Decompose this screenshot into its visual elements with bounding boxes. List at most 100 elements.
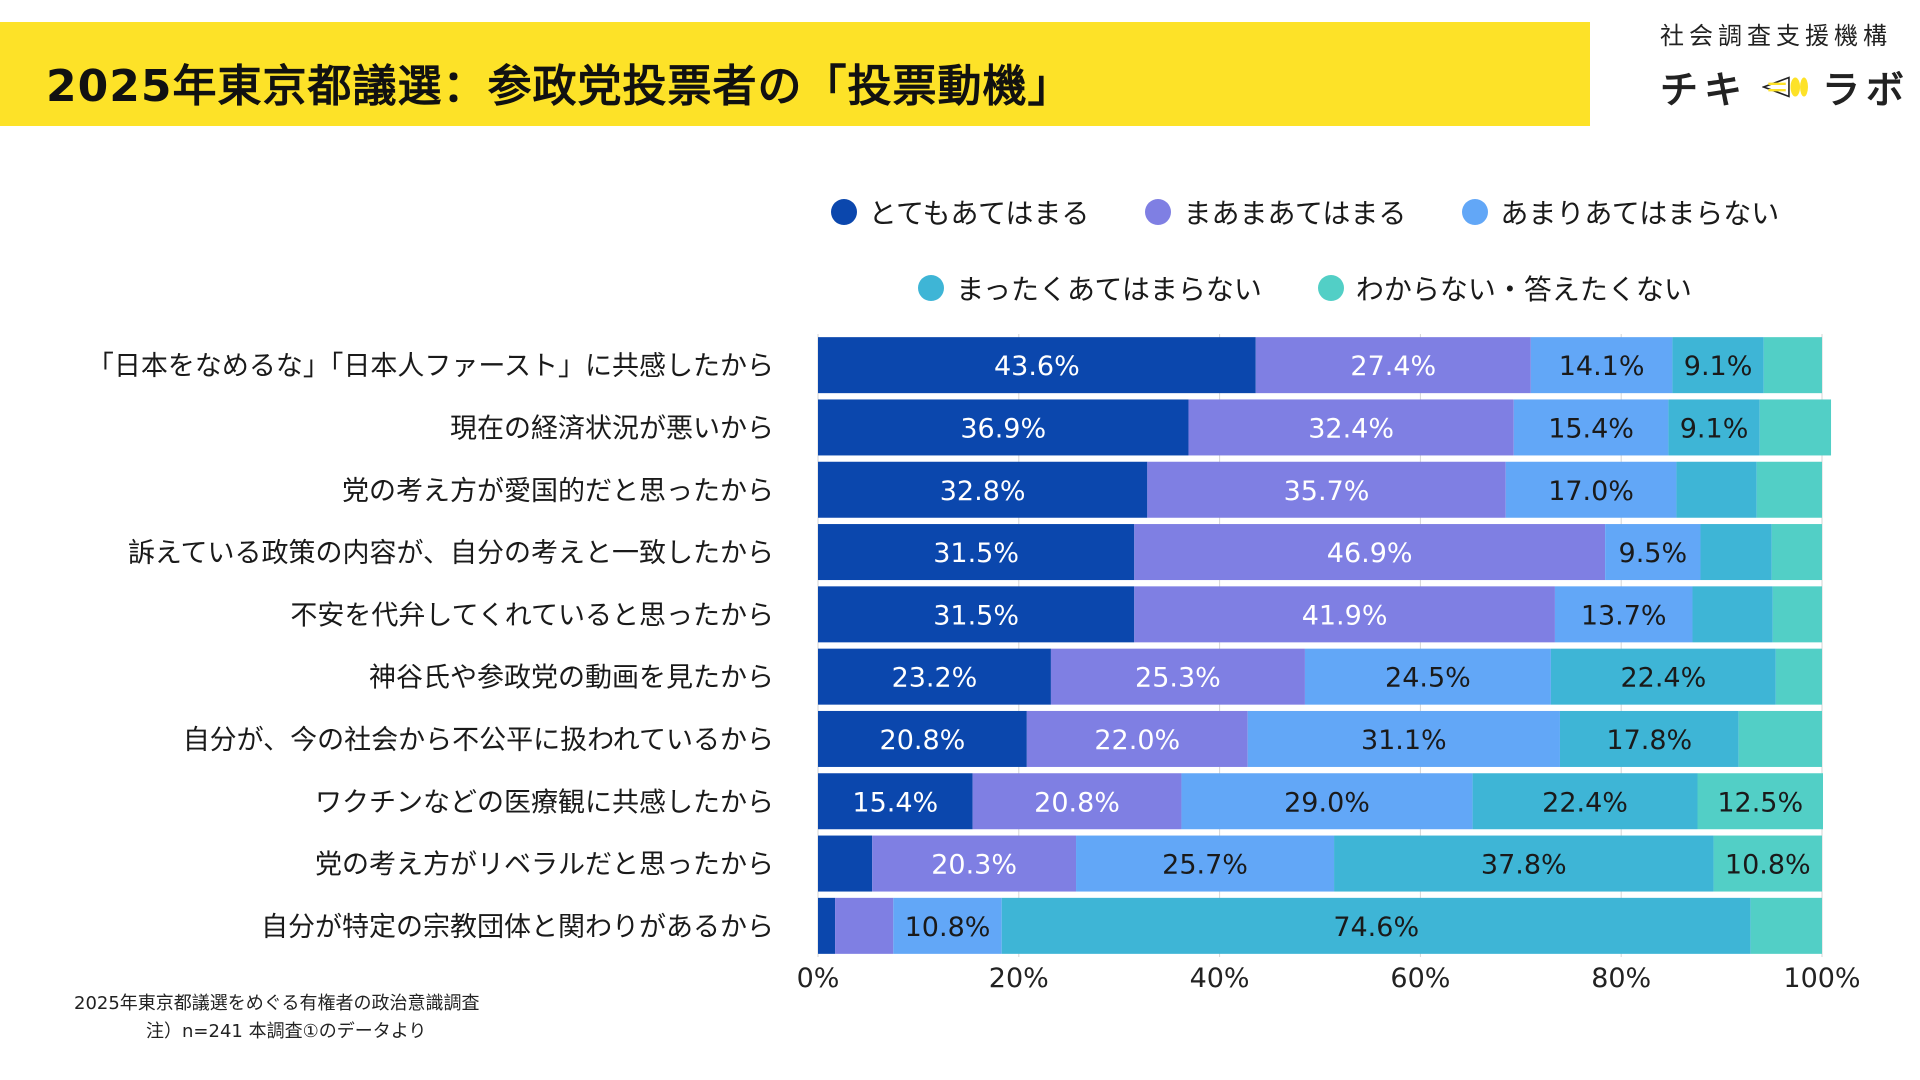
data-label: 24.5% <box>1385 663 1471 694</box>
category-label: 党の考え方が愛国的だと思ったから <box>342 476 774 507</box>
legend-item: まあまあてはまる <box>1145 192 1406 232</box>
data-label: 36.9% <box>960 413 1046 444</box>
bar-segment <box>1554 586 1693 643</box>
legend-label: まったくあてはまらない <box>956 273 1262 306</box>
x-tick-label: 0% <box>797 963 840 994</box>
legend-swatch <box>1145 199 1172 225</box>
x-tick-label: 40% <box>1190 963 1250 994</box>
data-label: 31.5% <box>933 600 1019 631</box>
stacked-bar-chart: 0% 20% 40% 60% 80% 100% 「日本をなめるな」「日本人ファースト」に共感… <box>87 334 1861 994</box>
data-label: 20.3% <box>931 850 1017 881</box>
x-tick-label: 80% <box>1591 963 1651 994</box>
data-label: 43.6% <box>994 351 1080 382</box>
data-label: 74.6% <box>1333 912 1419 943</box>
data-label: 32.4% <box>1308 413 1394 444</box>
title-bar <box>0 22 1590 126</box>
bar-segment <box>818 586 1135 643</box>
category-label: ワクチンなどの医療観に共感したから <box>315 787 774 818</box>
legend-swatch <box>1462 199 1489 225</box>
data-label: 37.8% <box>1481 850 1567 881</box>
bar-segment <box>972 773 1182 830</box>
bar-segment <box>1738 710 1822 767</box>
bar-segment <box>1550 648 1776 705</box>
bar-segment <box>1001 897 1751 954</box>
data-label: 31.1% <box>1361 725 1447 756</box>
data-label: 32.8% <box>940 476 1026 507</box>
bar-segment <box>1505 461 1677 518</box>
bar-segment <box>1668 399 1760 456</box>
legend-swatch <box>1317 275 1344 301</box>
data-label: 25.3% <box>1135 663 1221 694</box>
category-label: 党の考え方がリベラルだと思ったから <box>315 850 774 881</box>
data-label: 14.1% <box>1559 351 1645 382</box>
bar-segment <box>818 897 836 954</box>
legend-label: とてもあてはまる <box>868 197 1090 230</box>
data-label: 22.4% <box>1620 663 1706 694</box>
bar-segment <box>1692 586 1773 643</box>
bar-segment <box>1247 710 1560 767</box>
data-label: 9.1% <box>1680 413 1749 444</box>
bar-segment <box>1559 710 1739 767</box>
brand-name-right: ラボ <box>1821 68 1910 112</box>
bar-segment <box>1134 524 1606 581</box>
bar-segment <box>818 773 973 830</box>
category-label: 「日本をなめるな」「日本人ファースト」に共感したから <box>87 351 774 382</box>
category-label: 不安を代弁してくれていると思ったから <box>290 600 774 631</box>
brand-org-name: 社会調査支援機構 <box>1660 22 1892 50</box>
data-label: 25.7% <box>1162 850 1248 881</box>
sample-note: 注）n=241 本調査①のデータより <box>146 1021 427 1042</box>
bar-segment <box>1775 648 1822 705</box>
data-label: 46.9% <box>1327 538 1413 569</box>
bar-segment <box>1050 648 1305 705</box>
data-label: 22.0% <box>1094 725 1180 756</box>
data-label: 23.2% <box>892 663 978 694</box>
category-label: 自分が、今の社会から不公平に扱われているから <box>183 725 774 756</box>
data-label: 13.7% <box>1581 600 1667 631</box>
bar-segment <box>1334 835 1714 892</box>
data-label: 20.8% <box>1034 787 1120 818</box>
bar-segment <box>1759 399 1832 456</box>
bar-segment <box>1026 710 1248 767</box>
bar-segment <box>1181 773 1473 830</box>
bar-segment <box>818 710 1027 767</box>
data-label: 12.5% <box>1717 787 1803 818</box>
x-tick-label: 20% <box>989 963 1049 994</box>
bar-segment <box>1605 524 1701 581</box>
bar-segment <box>1530 337 1673 394</box>
data-label: 31.5% <box>933 538 1019 569</box>
legend-swatch <box>830 199 857 225</box>
chart-legend: とてもあてはまる まあまあてはまる あまりあてはまらないまったくあてはまらない わから… <box>820 192 1790 308</box>
bar-segment <box>1700 524 1772 581</box>
bar-segment <box>818 835 873 892</box>
legend-item: あまりあてはまらない <box>1462 192 1779 232</box>
bar-segment <box>818 337 1256 394</box>
source-title: 2025年東京都議選をめぐる有権者の政治意識調査 <box>74 993 480 1014</box>
bar-segment <box>1076 835 1335 892</box>
data-label: 9.1% <box>1684 351 1753 382</box>
data-label: 22.4% <box>1542 787 1628 818</box>
category-label: 現在の経済状況が悪いから <box>450 413 774 444</box>
data-label: 20.8% <box>880 725 966 756</box>
legend-label: まあまあてはまる <box>1183 197 1407 230</box>
bar-segment <box>872 835 1077 892</box>
data-label: 9.5% <box>1619 538 1688 569</box>
bar-segment <box>1147 461 1506 518</box>
bar-segment <box>1756 461 1822 518</box>
bar-segment <box>1134 586 1555 643</box>
x-tick-label: 100% <box>1783 963 1860 994</box>
data-label: 27.4% <box>1350 351 1436 382</box>
brand-name-left: チキ <box>1660 68 1749 112</box>
legend-label: わからない・答えたくない <box>1355 273 1692 306</box>
bar-segment <box>1676 461 1757 518</box>
category-label: 訴えている政策の内容が、自分の考えと一致したから <box>128 538 774 569</box>
data-label: 10.8% <box>1725 850 1811 881</box>
bar-segment <box>1304 648 1551 705</box>
data-label: 17.0% <box>1548 476 1634 507</box>
legend-swatch <box>918 275 945 301</box>
source-note: 2025年東京都議選をめぐる有権者の政治意識調査 注）n=241 本調査①のデー… <box>74 990 479 1046</box>
megaphone-icon <box>1762 75 1808 98</box>
bar-segment <box>1713 835 1822 892</box>
page-title: 2025年東京都議選：参政党投票者の「投票動機」 <box>46 61 1073 112</box>
data-label: 10.8% <box>905 912 991 943</box>
bar-segment <box>1750 897 1822 954</box>
